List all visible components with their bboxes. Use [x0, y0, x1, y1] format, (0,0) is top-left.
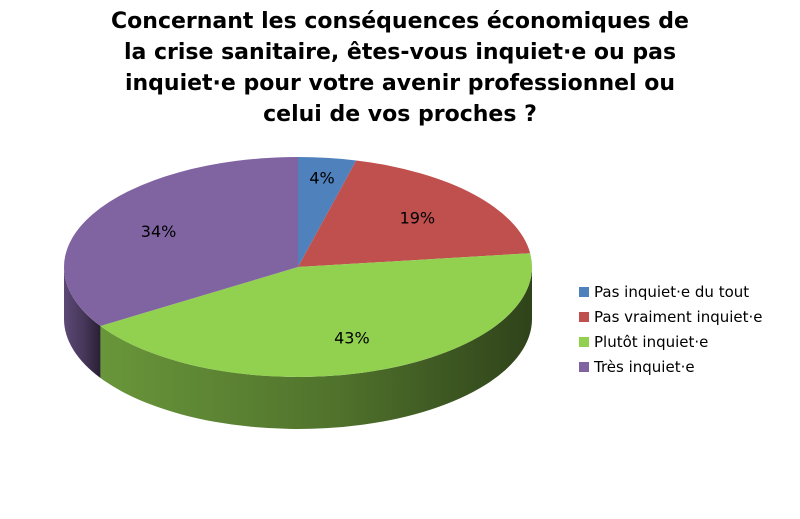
pie-slice-side: [64, 267, 101, 378]
chart-title-line-1: Concernant les conséquences économiques …: [111, 9, 689, 34]
legend-label: Pas vraiment inquiet·e: [594, 307, 763, 326]
legend-swatch: [579, 311, 589, 322]
legend-swatch: [579, 361, 589, 372]
chart-title-line-4: celui de vos proches ?: [263, 102, 537, 127]
chart-title-line-3: inquiet·e pour votre avenir professionne…: [124, 71, 676, 96]
legend-item: Plutôt inquiet·e: [579, 329, 799, 354]
chart-title-line-2: la crise sanitaire, êtes-vous inquiet·e …: [123, 40, 677, 65]
legend-swatch: [579, 336, 589, 347]
pie-slice: [64, 157, 298, 326]
legend-item: Pas inquiet·e du tout: [579, 279, 799, 304]
data-label: 19%: [400, 209, 436, 228]
legend: Pas inquiet·e du tout Pas vraiment inqui…: [579, 279, 799, 379]
pie-slice: [298, 160, 531, 267]
legend-item: Très inquiet·e: [579, 354, 799, 379]
legend-swatch: [579, 286, 589, 297]
legend-label: Pas inquiet·e du tout: [594, 282, 750, 301]
data-label: 43%: [334, 328, 370, 347]
data-label: 34%: [141, 222, 177, 241]
legend-label: Très inquiet·e: [594, 357, 695, 376]
data-label: 4%: [309, 169, 334, 188]
pie-slice: [298, 157, 357, 267]
legend-label: Plutôt inquiet·e: [594, 332, 709, 351]
pie-slice: [100, 253, 532, 378]
legend-item: Pas vraiment inquiet·e: [579, 304, 799, 329]
pie-slice-side: [100, 267, 532, 430]
chart-title: Concernant les conséquences économiques …: [60, 6, 740, 130]
